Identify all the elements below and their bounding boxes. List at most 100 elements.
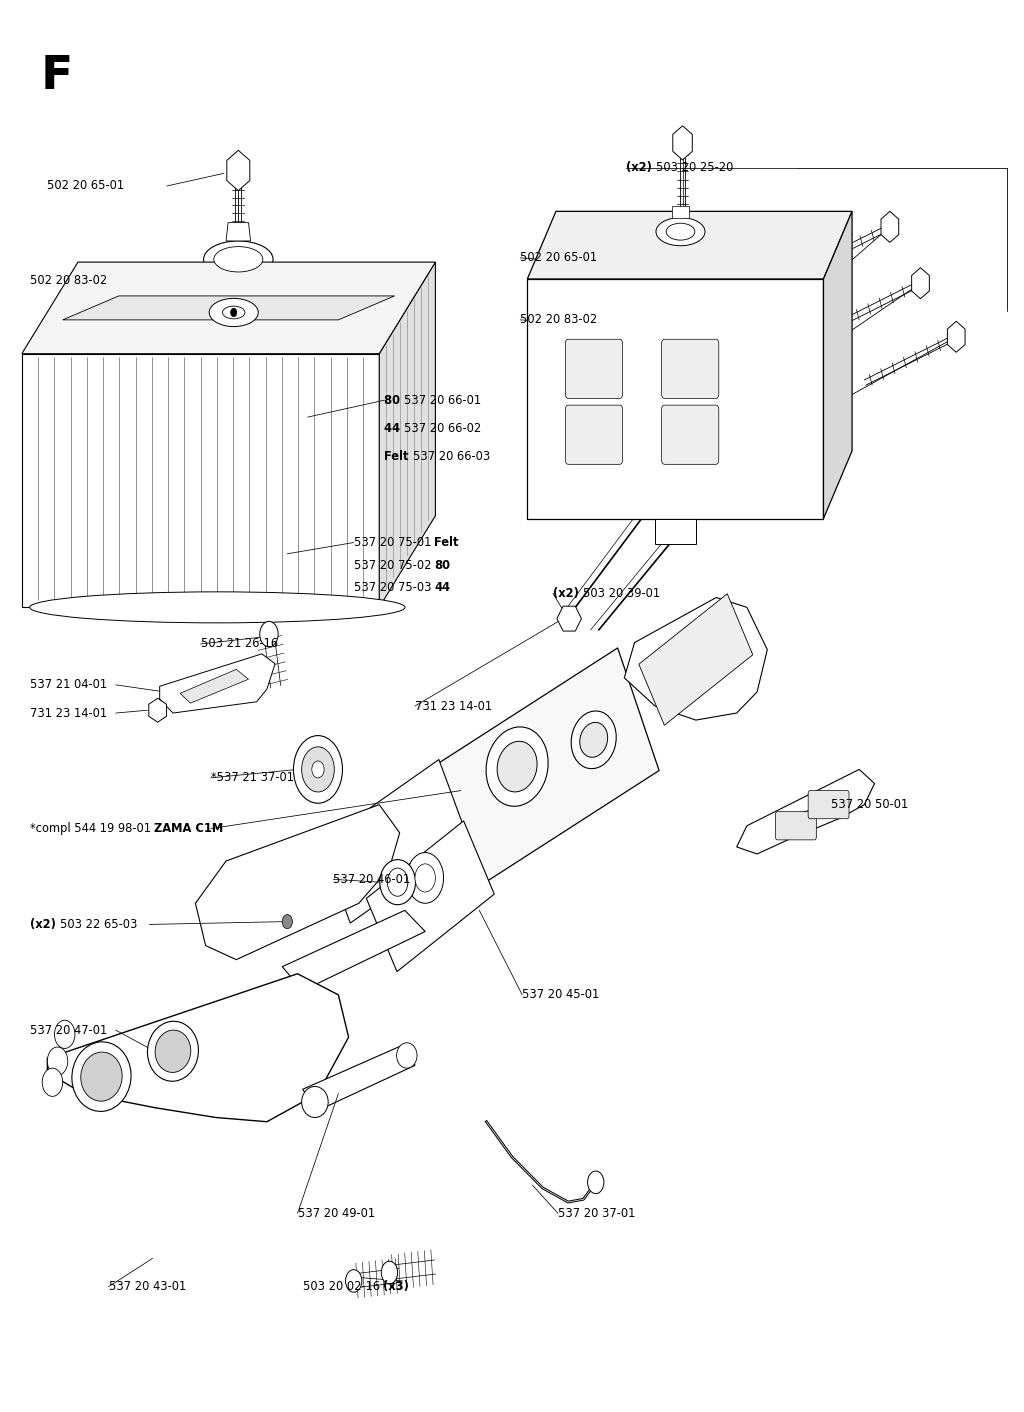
FancyBboxPatch shape [565,405,623,465]
Circle shape [387,868,408,897]
Polygon shape [527,280,823,518]
Circle shape [283,915,293,929]
Polygon shape [321,760,469,923]
Text: 44: 44 [434,582,451,594]
Text: 502 20 83-02: 502 20 83-02 [520,313,597,326]
Text: 537 20 46-01: 537 20 46-01 [333,873,411,885]
Circle shape [345,1269,361,1292]
Polygon shape [196,805,399,960]
Text: 503 22 65-03: 503 22 65-03 [59,918,137,931]
Text: *compl 544 19 98-01: *compl 544 19 98-01 [30,822,155,834]
Ellipse shape [667,223,695,240]
Text: ZAMA C1M: ZAMA C1M [155,822,223,834]
Polygon shape [639,594,753,726]
Ellipse shape [486,727,548,806]
Text: 503 20 39-01: 503 20 39-01 [583,587,659,600]
Text: 537 20 43-01: 537 20 43-01 [109,1281,186,1293]
Text: 537 20 49-01: 537 20 49-01 [298,1207,375,1220]
Ellipse shape [81,1052,122,1101]
Text: 537 20 37-01: 537 20 37-01 [558,1207,635,1220]
Ellipse shape [294,736,342,803]
Ellipse shape [656,217,705,246]
Polygon shape [557,606,582,631]
Polygon shape [823,212,852,518]
Polygon shape [47,974,348,1121]
Text: Felt: Felt [434,537,459,549]
Text: 537 21 04-01: 537 21 04-01 [30,678,108,692]
Text: 44: 44 [384,422,404,435]
Text: 503 20 25-20: 503 20 25-20 [656,161,733,174]
Ellipse shape [312,761,324,778]
Text: 537 20 75-03: 537 20 75-03 [353,582,435,594]
Text: 537 20 66-01: 537 20 66-01 [404,394,481,407]
Circle shape [47,1048,68,1075]
Ellipse shape [222,306,245,319]
Text: 537 20 50-01: 537 20 50-01 [830,798,908,810]
Text: 537 20 45-01: 537 20 45-01 [522,988,599,1001]
Polygon shape [673,126,692,160]
Ellipse shape [396,1043,417,1067]
Text: 537 20 75-01: 537 20 75-01 [353,537,435,549]
FancyBboxPatch shape [808,791,849,819]
Circle shape [381,1261,397,1284]
Polygon shape [881,212,899,243]
Ellipse shape [380,860,416,905]
Ellipse shape [580,723,607,757]
Polygon shape [947,322,965,352]
Ellipse shape [30,592,406,623]
Polygon shape [736,770,874,854]
Ellipse shape [571,712,616,768]
Polygon shape [527,212,852,280]
Ellipse shape [302,747,334,792]
Text: *537 21 37-01: *537 21 37-01 [211,771,294,785]
Text: (x3): (x3) [383,1281,409,1293]
FancyBboxPatch shape [565,339,623,398]
FancyBboxPatch shape [662,339,719,398]
FancyBboxPatch shape [775,812,816,840]
Circle shape [260,621,279,647]
Text: 537 20 75-02: 537 20 75-02 [353,559,435,572]
Text: 502 20 65-01: 502 20 65-01 [520,251,597,264]
Text: 503 21 26-16: 503 21 26-16 [201,637,278,651]
Polygon shape [226,150,250,191]
Polygon shape [367,820,495,971]
Ellipse shape [302,1086,328,1117]
Text: (x2): (x2) [30,918,59,931]
Polygon shape [62,297,394,321]
Polygon shape [673,206,689,217]
FancyBboxPatch shape [662,405,719,465]
Text: 537 20 66-02: 537 20 66-02 [404,422,481,435]
Text: (x2): (x2) [553,587,583,600]
Text: F: F [40,54,73,99]
Text: 80: 80 [434,559,451,572]
Polygon shape [911,268,930,299]
Text: 537 20 47-01: 537 20 47-01 [30,1024,108,1036]
Text: 503 20 02-16: 503 20 02-16 [303,1281,383,1293]
Ellipse shape [204,241,273,278]
Ellipse shape [209,298,258,326]
Circle shape [42,1067,62,1096]
Polygon shape [283,911,425,991]
Ellipse shape [72,1042,131,1111]
Text: (x2): (x2) [627,161,656,174]
Text: 80: 80 [384,394,404,407]
Ellipse shape [147,1021,199,1082]
Text: 502 20 65-01: 502 20 65-01 [47,179,125,192]
Text: Felt: Felt [384,450,413,463]
Circle shape [415,864,435,892]
Text: 502 20 83-02: 502 20 83-02 [30,274,108,287]
Polygon shape [22,263,435,353]
Polygon shape [226,223,251,241]
Polygon shape [180,669,249,703]
Polygon shape [148,699,167,722]
Circle shape [54,1021,75,1049]
Circle shape [230,308,237,316]
Text: 731 23 14-01: 731 23 14-01 [30,706,108,720]
Polygon shape [22,353,379,607]
Polygon shape [655,518,696,544]
Ellipse shape [214,247,263,273]
Polygon shape [395,648,659,914]
Polygon shape [160,654,275,713]
Polygon shape [303,1045,415,1110]
Polygon shape [379,263,435,607]
